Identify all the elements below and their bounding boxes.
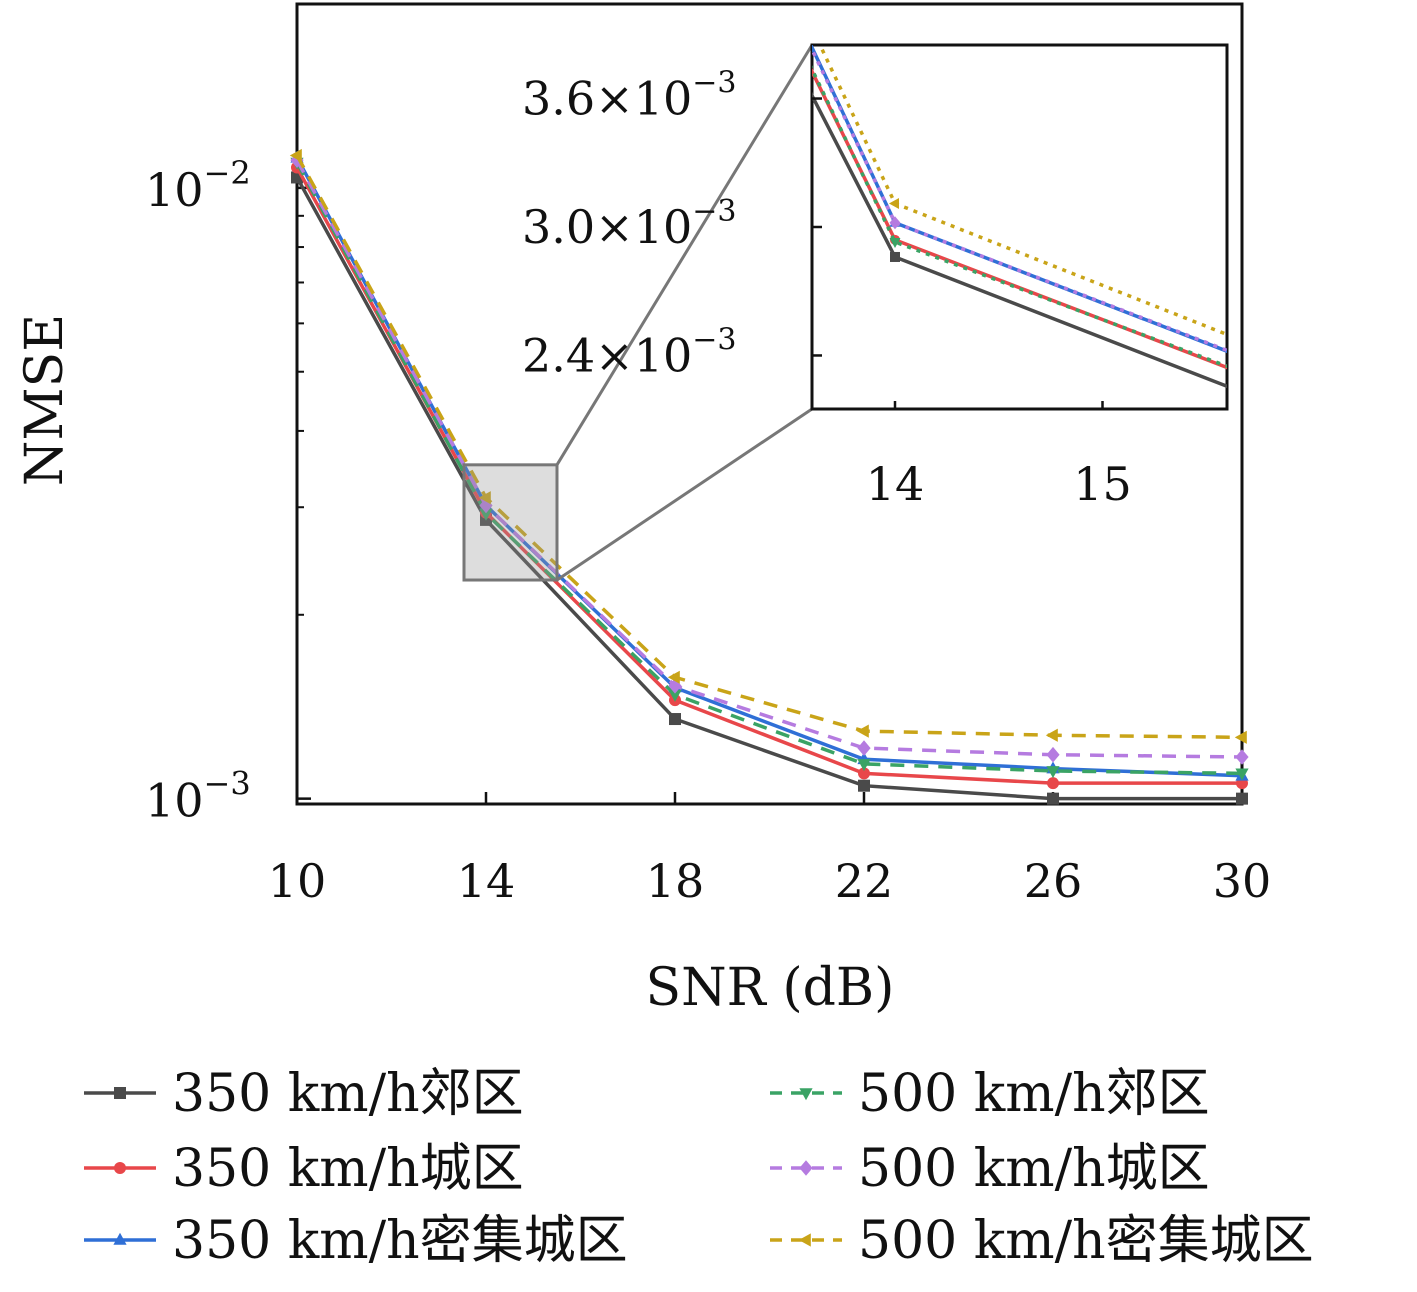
legend: 350 km/h郊区 350 km/h城区 350 km/h密集城区 500 km/h…: [84, 1064, 1314, 1271]
data-point-circle: [114, 1162, 126, 1174]
inset-y-tick-label: 2.4×10−3: [522, 322, 736, 382]
data-point-triangle-left: [667, 670, 680, 684]
main-plot: 10 14 18 22 26 30 10−2 10−3: [145, 2, 1272, 908]
zoom-connector: [555, 44, 814, 466]
data-point-square: [1047, 792, 1059, 805]
legend-label: 350 km/h城区: [172, 1139, 524, 1199]
data-point-diamond: [1235, 749, 1249, 765]
x-tick-label: 22: [835, 854, 894, 908]
x-tick-label: 30: [1213, 854, 1272, 908]
x-axis-label: SNR (dB): [646, 958, 895, 1018]
legend-label: 350 km/h密集城区: [172, 1211, 628, 1271]
data-point-triangle-down: [668, 689, 682, 702]
x-tick-label: 26: [1024, 854, 1083, 908]
legend-item: 500 km/h城区: [770, 1139, 1210, 1199]
y-axis-label: NMSE: [15, 314, 75, 486]
series-path: [295, 159, 1243, 759]
legend-item: 500 km/h郊区: [770, 1064, 1210, 1124]
data-point-diamond: [889, 216, 901, 230]
x-tick-label: 10: [268, 854, 327, 908]
data-point-triangle-left: [889, 197, 899, 209]
data-point-diamond: [799, 1160, 813, 1176]
legend-label: 500 km/h城区: [858, 1139, 1210, 1199]
legend-label: 350 km/h郊区: [172, 1064, 524, 1124]
inset-y-tick-label: 3.0×10−3: [522, 194, 736, 254]
inset-series-group: [812, 45, 1227, 389]
data-point-diamond: [1046, 746, 1060, 763]
data-point-triangle-down: [857, 759, 871, 772]
data-point-triangle-left: [478, 491, 491, 505]
plot-frame: [295, 2, 1244, 806]
data-point-triangle-up: [113, 1232, 127, 1245]
data-point-circle: [1047, 777, 1059, 790]
zoom-rectangle: [462, 463, 559, 582]
zoom-region: [462, 44, 814, 582]
data-point-triangle-left: [1234, 730, 1247, 744]
series-line: [291, 171, 1248, 805]
y-tick-label: 10−3: [145, 765, 251, 828]
data-point-circle: [858, 767, 870, 780]
series-path: [295, 176, 1242, 801]
data-point-triangle-left: [856, 724, 869, 738]
inset-plot: 14 15 3.6×10−3 3.0×10−3 2.4×10−3: [522, 43, 1229, 511]
data-point-square: [114, 1087, 126, 1099]
data-point-triangle-down: [799, 1088, 813, 1101]
data-point-square: [1236, 792, 1248, 805]
legend-item: 350 km/h郊区: [84, 1064, 524, 1124]
data-point-square: [858, 779, 870, 792]
data-point-diamond: [857, 740, 871, 756]
legend-label: 500 km/h郊区: [858, 1064, 1210, 1124]
data-point-triangle-down: [479, 508, 493, 521]
inset-x-tick-label: 14: [866, 457, 925, 511]
x-tick-label: 14: [457, 854, 516, 908]
data-point-triangle-down: [1046, 766, 1060, 779]
data-point-square: [669, 713, 681, 726]
series-path: [295, 161, 1243, 776]
data-point-triangle-left: [1045, 728, 1058, 742]
data-point-triangle-down: [889, 237, 901, 248]
inset-x-tick-label: 15: [1073, 457, 1132, 511]
legend-item: 500 km/h密集城区: [770, 1211, 1314, 1271]
data-point-triangle-left: [798, 1233, 811, 1247]
inset-frame: [810, 43, 1229, 411]
legend-item: 350 km/h城区: [84, 1139, 524, 1199]
inset-y-tick-label: 3.6×10−3: [522, 66, 736, 126]
series-line: [289, 148, 1247, 744]
series-path: [295, 154, 1243, 740]
legend-item: 350 km/h密集城区: [84, 1211, 628, 1271]
y-tick-label: 10−2: [145, 154, 251, 217]
data-point-square: [890, 251, 900, 262]
zoom-connector: [556, 407, 813, 582]
data-point-triangle-down: [1235, 768, 1249, 781]
legend-label: 500 km/h密集城区: [858, 1211, 1314, 1271]
data-point-triangle-left: [289, 148, 302, 163]
x-tick-label: 18: [646, 854, 705, 908]
series-path: [295, 166, 1242, 785]
